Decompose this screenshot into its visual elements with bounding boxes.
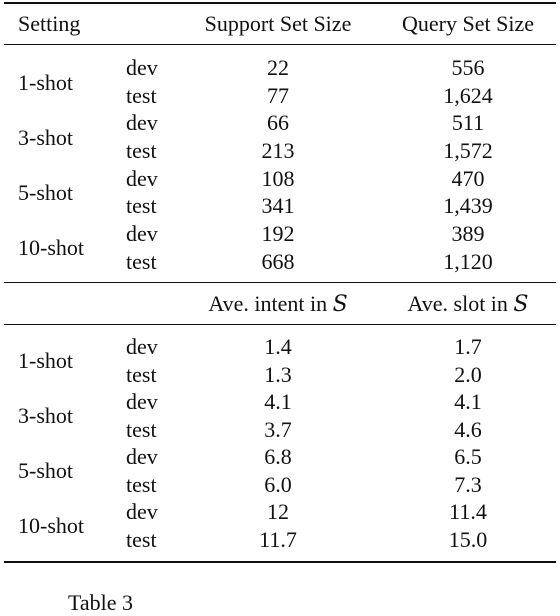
header2-rule <box>4 324 556 325</box>
avg-slot-cell: 11.4 <box>449 499 487 524</box>
header-setting: Setting <box>18 11 81 36</box>
header-avg-intent-label: Ave. intent in <box>208 291 333 316</box>
avg-slot-cell: 4.1 <box>454 389 482 414</box>
split-label: test <box>126 362 157 387</box>
avg-intent-cell: 11.7 <box>259 527 297 552</box>
avg-intent-cell: 3.7 <box>264 417 292 442</box>
support-size-cell: 213 <box>261 138 295 163</box>
split-label: test <box>126 417 157 442</box>
split-label: dev <box>126 55 158 80</box>
header-avg-slot: Ave. slot in S <box>408 291 529 318</box>
split-label: dev <box>126 110 158 135</box>
section-rule <box>4 282 556 283</box>
split-label: dev <box>126 221 158 246</box>
support-size-cell: 192 <box>261 221 295 246</box>
query-size-cell: 1,572 <box>443 138 493 163</box>
split-label: test <box>126 83 157 108</box>
avg-intent-cell: 6.8 <box>264 444 292 469</box>
support-size-cell: 22 <box>267 55 289 80</box>
split-label: dev <box>126 444 158 469</box>
header-avg-slot-label: Ave. slot in <box>407 291 514 316</box>
row-label-3-shot: 3-shot <box>18 125 73 150</box>
query-size-cell: 1,439 <box>443 193 493 218</box>
row-label-3-shot: 3-shot <box>18 403 73 428</box>
row-label-10-shot: 10-shot <box>18 513 84 538</box>
support-size-cell: 341 <box>261 193 295 218</box>
header-query-set-size: Query Set Size <box>402 11 534 36</box>
query-size-cell: 470 <box>451 166 485 191</box>
row-label-1-shot: 1-shot <box>18 348 73 373</box>
support-size-cell: 77 <box>267 83 289 108</box>
header-avg-intent: Ave. intent in S <box>208 291 347 318</box>
query-size-cell: 556 <box>451 55 485 80</box>
header-avg-intent-var: S <box>332 292 348 317</box>
top-rule <box>4 2 556 4</box>
avg-intent-cell: 1.4 <box>264 334 292 359</box>
support-size-cell: 108 <box>261 166 295 191</box>
query-size-cell: 389 <box>451 221 485 246</box>
avg-slot-cell: 6.5 <box>454 444 482 469</box>
avg-slot-cell: 4.6 <box>454 417 482 442</box>
split-label: test <box>126 472 157 497</box>
avg-slot-cell: 2.0 <box>454 362 482 387</box>
header-avg-slot-var: S <box>513 292 529 317</box>
split-label: dev <box>126 166 158 191</box>
avg-intent-cell: 4.1 <box>264 389 292 414</box>
header-rule <box>4 44 556 45</box>
row-label-5-shot: 5-shot <box>18 180 73 205</box>
split-label: dev <box>126 334 158 359</box>
row-label-5-shot: 5-shot <box>18 458 73 483</box>
bottom-rule <box>4 561 556 563</box>
split-label: dev <box>126 389 158 414</box>
table-caption: Table 3 <box>68 590 134 615</box>
split-label: dev <box>126 499 158 524</box>
avg-slot-cell: 7.3 <box>454 472 482 497</box>
query-size-cell: 1,120 <box>443 249 493 274</box>
support-size-cell: 668 <box>261 249 295 274</box>
split-label: test <box>126 527 157 552</box>
split-label: test <box>126 193 157 218</box>
split-label: test <box>126 249 157 274</box>
split-label: test <box>126 138 157 163</box>
avg-intent-cell: 6.0 <box>264 472 292 497</box>
avg-slot-cell: 15.0 <box>448 527 488 552</box>
header-support-set-size: Support Set Size <box>204 11 352 36</box>
avg-slot-cell: 1.7 <box>454 334 482 359</box>
avg-intent-cell: 12 <box>267 499 289 524</box>
row-label-10-shot: 10-shot <box>18 235 84 260</box>
avg-intent-cell: 1.3 <box>264 362 292 387</box>
support-size-cell: 66 <box>267 110 289 135</box>
query-size-cell: 511 <box>451 110 485 135</box>
query-size-cell: 1,624 <box>443 83 493 108</box>
row-label-1-shot: 1-shot <box>18 70 73 95</box>
